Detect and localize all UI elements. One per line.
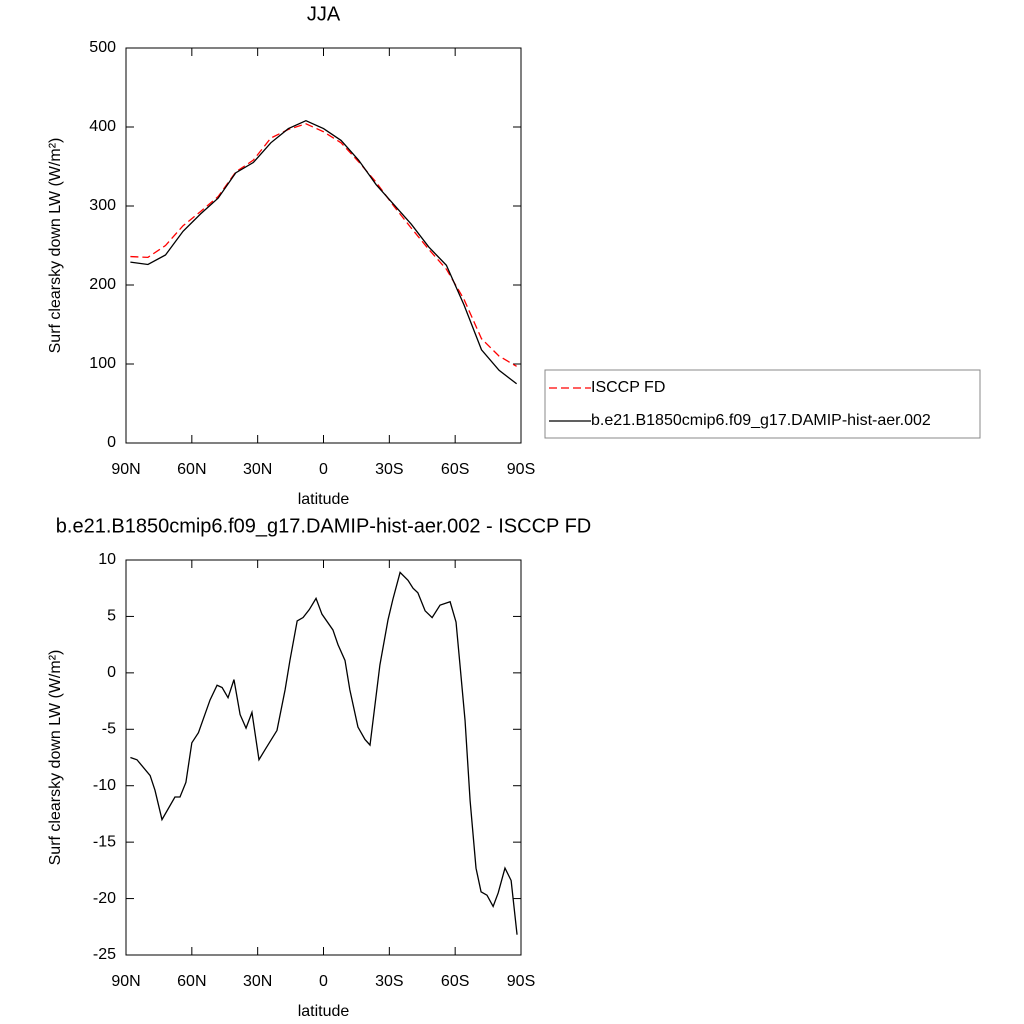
- x-tick-label: 30N: [243, 973, 272, 990]
- x-tick-label: 90S: [507, 973, 535, 990]
- data-line: [130, 119, 518, 385]
- legend-label: b.e21.B1850cmip6.f09_g17.DAMIP-hist-aer.…: [591, 412, 931, 429]
- x-tick-label: 60S: [441, 461, 469, 478]
- x-tick-label: 30S: [375, 973, 403, 990]
- y-tick-label: 0: [107, 664, 116, 681]
- x-tick-label: 0: [319, 461, 328, 478]
- x-tick-label: 0: [319, 973, 328, 990]
- x-tick-label: 30S: [375, 461, 403, 478]
- x-tick-label: 30N: [243, 461, 272, 478]
- y-axis-label: Surf clearsky down LW (W/m²): [47, 650, 64, 866]
- plot-frame: [125, 47, 522, 444]
- x-axis-label: latitude: [298, 1003, 350, 1020]
- y-tick-label: -5: [102, 721, 116, 738]
- legend-box: [544, 369, 981, 439]
- data-line: [130, 123, 517, 367]
- x-tick-label: 90S: [507, 461, 535, 478]
- legend-label: ISCCP FD: [591, 379, 665, 396]
- y-tick-label: 200: [89, 276, 116, 293]
- chart-title: JJA: [307, 3, 341, 25]
- plot-frame: [125, 559, 522, 956]
- chart-title: b.e21.B1850cmip6.f09_g17.DAMIP-hist-aer.…: [56, 515, 591, 537]
- x-tick-label: 60S: [441, 973, 469, 990]
- x-tick-label: 90N: [111, 973, 140, 990]
- y-tick-label: 10: [98, 551, 116, 568]
- y-tick-label: 300: [89, 197, 116, 214]
- x-tick-label: 90N: [111, 461, 140, 478]
- y-tick-label: 500: [89, 39, 116, 56]
- y-tick-label: -15: [93, 833, 116, 850]
- x-tick-label: 60N: [177, 973, 206, 990]
- y-tick-label: 100: [89, 355, 116, 372]
- x-axis-label: latitude: [298, 491, 350, 508]
- y-tick-label: 400: [89, 118, 116, 135]
- y-tick-label: 0: [107, 434, 116, 451]
- y-axis-label: Surf clearsky down LW (W/m²): [47, 138, 64, 354]
- y-tick-label: -10: [93, 777, 116, 794]
- y-tick-label: -20: [93, 890, 116, 907]
- y-tick-label: -25: [93, 946, 116, 963]
- data-line: [130, 571, 518, 935]
- x-tick-label: 60N: [177, 461, 206, 478]
- y-tick-label: 5: [107, 608, 116, 625]
